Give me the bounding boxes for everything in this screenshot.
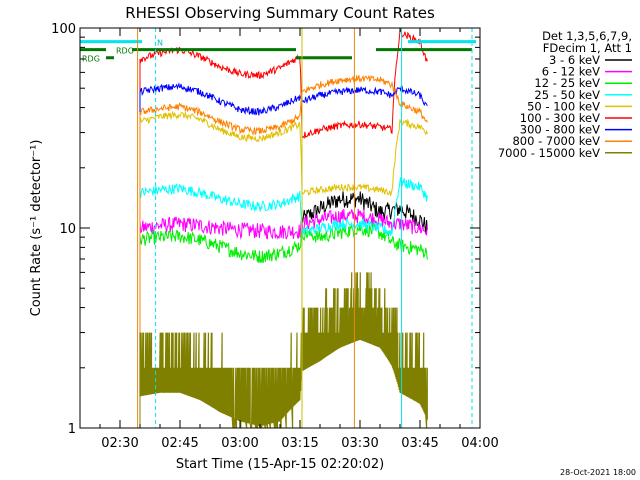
legend-header-line-2: FDecim 1, Att 1 [543,41,632,55]
legend-label-2: 12 - 25 keV [534,76,600,90]
series-line-2 [139,223,428,264]
x-axis-label: Start Time (15-Apr-15 02:20:02) [176,457,384,472]
flag-label-2: N [157,39,163,48]
legend-label-0: 3 - 6 keV [549,53,600,67]
y-axis: 1 10 100 [51,22,480,437]
legend: Det 1,3,5,6,7,9, FDecim 1, Att 1 3 - 6 k… [498,29,632,160]
series-line-1 [139,208,428,240]
x-tick-label-1: 02:45 [161,436,198,451]
legend-label-4: 50 - 100 keV [527,99,600,113]
x-axis: 02:30 02:45 03:00 03:15 03:30 03:45 04:00 [99,28,499,451]
legend-label-3: 25 - 50 keV [534,88,600,102]
legend-label-7: 800 - 7000 keV [512,134,600,148]
series-line-0 [301,191,428,234]
flag-bars: RDO RDG N [80,39,476,64]
series-line-4 [139,110,428,196]
x-tick-label-2: 03:00 [221,436,258,451]
vertical-markers [137,28,473,428]
x-tick-label-4: 03:30 [341,436,378,451]
y-tick-label-0: 1 [68,422,76,437]
y-tick-label-2: 100 [51,22,76,37]
x-tick-label-0: 02:30 [101,436,138,451]
y-axis-label: Count Rate (s⁻¹ detector⁻¹) [29,140,44,317]
series-line-6 [139,82,428,116]
flag-label-0: RDO [116,47,134,56]
series-8 [139,272,428,429]
y-tick-label-1: 10 [59,222,76,237]
series-traces [139,28,428,429]
legend-label-5: 100 - 300 keV [520,111,600,125]
x-tick-label-6: 04:00 [461,436,498,451]
series-line-3 [139,177,428,237]
chart-title: RHESSI Observing Summary Count Rates [125,4,435,22]
x-tick-label-5: 03:45 [401,436,438,451]
legend-label-6: 300 - 800 keV [520,123,600,137]
series-line-7 [139,74,428,136]
series-line-8 [139,272,428,429]
legend-label-8: 7000 - 15000 keV [498,146,600,160]
corner-date: 28-Oct-2021 18:00 [560,468,636,477]
flag-label-1: RDG [82,55,100,64]
legend-header-line-1: Det 1,3,5,6,7,9, [542,29,632,43]
x-tick-label-3: 03:15 [281,436,318,451]
legend-label-1: 6 - 12 keV [542,65,600,79]
